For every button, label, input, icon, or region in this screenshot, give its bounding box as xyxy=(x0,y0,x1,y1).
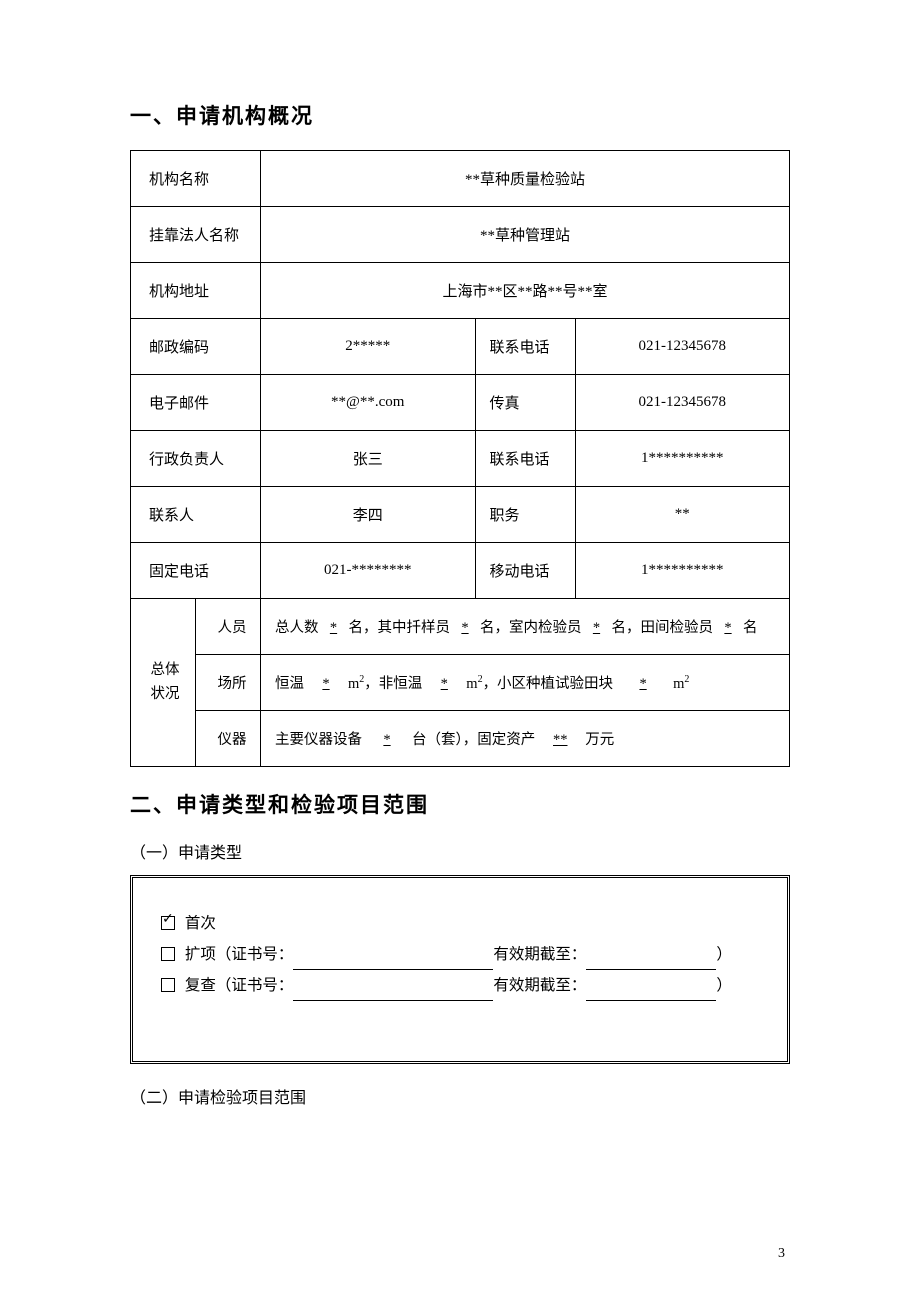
overview-table: 机构名称 **草种质量检验站 挂靠法人名称 **草种管理站 机构地址 上海市**… xyxy=(130,150,790,767)
label-mobile: 移动电话 xyxy=(475,543,575,599)
label-fax: 传真 xyxy=(475,375,575,431)
value-org-name: **草种质量检验站 xyxy=(261,151,790,207)
expand-valid-label: 有效期截至： xyxy=(493,946,586,963)
value-admin: 张三 xyxy=(261,431,476,487)
label-postcode: 邮政编码 xyxy=(131,319,261,375)
type-first-label: 首次 xyxy=(185,915,216,932)
checkbox-expand-icon[interactable] xyxy=(161,947,175,961)
value-fixed-phone: 021-******** xyxy=(261,543,476,599)
label-address: 机构地址 xyxy=(131,263,261,319)
label-place: 场所 xyxy=(196,655,261,711)
section-one-title: 一、申请机构概况 xyxy=(130,100,790,130)
application-type-box: 首次 扩项（证书号： 有效期截至： ） 复查（证书号： 有效期截至： ） xyxy=(130,875,790,1064)
label-equip: 仪器 xyxy=(196,711,261,767)
value-contact: 李四 xyxy=(261,487,476,543)
value-fax: 021-12345678 xyxy=(575,375,790,431)
label-contact: 联系人 xyxy=(131,487,261,543)
sub-section-two: （二）申请检验项目范围 xyxy=(130,1084,790,1108)
staff-detail: 总人数 * 名，其中扦样员 * 名，室内检验员 * 名，田间检验员 * 名 xyxy=(261,599,790,655)
label-overall: 总体状况 xyxy=(131,599,196,767)
review-valid-label: 有效期截至： xyxy=(493,977,586,994)
value-address: 上海市**区**路**号**室 xyxy=(261,263,790,319)
type-review-row: 复查（证书号： 有效期截至： ） xyxy=(161,970,759,1001)
label-fixed-phone: 固定电话 xyxy=(131,543,261,599)
review-cert-blank[interactable] xyxy=(293,983,493,1001)
label-org-name: 机构名称 xyxy=(131,151,261,207)
label-phone: 联系电话 xyxy=(475,319,575,375)
value-position: ** xyxy=(575,487,790,543)
label-staff: 人员 xyxy=(196,599,261,655)
checkbox-review-icon[interactable] xyxy=(161,978,175,992)
expand-cert-blank[interactable] xyxy=(293,952,493,970)
value-postcode: 2***** xyxy=(261,319,476,375)
type-expand-label: 扩项（证书号： xyxy=(185,946,294,963)
type-first-row: 首次 xyxy=(161,908,759,939)
type-expand-row: 扩项（证书号： 有效期截至： ） xyxy=(161,939,759,970)
label-position: 职务 xyxy=(475,487,575,543)
type-review-label: 复查（证书号： xyxy=(185,977,294,994)
value-mobile: 1********** xyxy=(575,543,790,599)
checkbox-first-icon[interactable] xyxy=(161,916,175,930)
value-email: **@**.com xyxy=(261,375,476,431)
place-detail: 恒温 * m2，非恒温 * m2，小区种植试验田块 * m2 xyxy=(261,655,790,711)
value-legal-name: **草种管理站 xyxy=(261,207,790,263)
equip-detail: 主要仪器设备 * 台（套），固定资产 ** 万元 xyxy=(261,711,790,767)
expand-closing: ） xyxy=(716,946,732,963)
label-email: 电子邮件 xyxy=(131,375,261,431)
sub-section-one: （一）申请类型 xyxy=(130,839,790,863)
expand-valid-blank[interactable] xyxy=(586,952,716,970)
value-admin-phone: 1********** xyxy=(575,431,790,487)
review-valid-blank[interactable] xyxy=(586,983,716,1001)
label-admin-phone: 联系电话 xyxy=(475,431,575,487)
review-closing: ） xyxy=(716,977,732,994)
page-number: 3 xyxy=(778,1246,785,1262)
section-two-title: 二、申请类型和检验项目范围 xyxy=(130,789,790,819)
value-phone: 021-12345678 xyxy=(575,319,790,375)
label-admin: 行政负责人 xyxy=(131,431,261,487)
label-legal-name: 挂靠法人名称 xyxy=(131,207,261,263)
